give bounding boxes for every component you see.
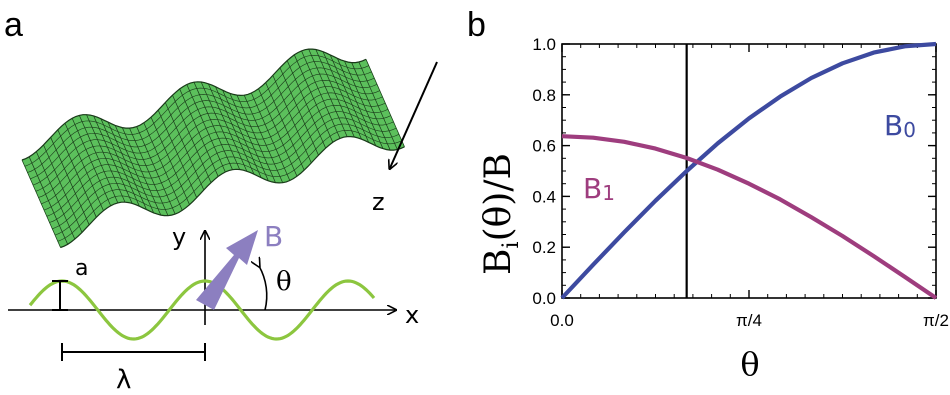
angle-label: θ — [276, 267, 292, 297]
surface-profile-line — [57, 129, 402, 242]
sine-wave — [28, 279, 376, 341]
y-axis-title: Bi(θ)/B — [478, 153, 524, 275]
plot-area: 0.0 0.2 0.4 0.6 0.8 1.0 0.0 π/4 π/2 — [532, 35, 949, 330]
corrugated-surface — [21, 48, 405, 249]
surface-profile-line — [21, 48, 367, 161]
y-tick-label: 0.6 — [532, 137, 556, 156]
angle-arc — [259, 266, 268, 311]
amplitude-label: a — [75, 256, 88, 281]
surface-profile-line — [49, 111, 394, 223]
panel-b: b Bi(θ)/B θ 0.00.20.40.60.81.00.0 π/4 π/2 … — [467, 6, 949, 383]
series-line-b1 — [561, 134, 938, 300]
wavelength-label: λ — [116, 365, 131, 395]
series-label-b0: B0 — [884, 109, 916, 142]
surface-profile-line — [41, 92, 386, 205]
panel-a: a z x y a λ B — [4, 6, 438, 395]
x-axis-title: θ — [740, 345, 759, 383]
surface-profile-line — [30, 67, 375, 180]
surface-profile-line — [46, 104, 391, 217]
z-axis-arrow — [390, 61, 438, 168]
surface-profile-line — [35, 79, 380, 192]
series-line-b0 — [560, 41, 937, 300]
y-tick-label: 0.8 — [532, 86, 556, 105]
z-axis-label: z — [372, 188, 385, 216]
y-tick-label: 0.4 — [532, 187, 556, 206]
y-tick-label: 0.2 — [532, 238, 556, 257]
surface-profile-line — [24, 54, 369, 167]
surface-profile-line — [54, 123, 400, 236]
y-tick-label: 1.0 — [532, 35, 556, 54]
field-label: B — [264, 220, 283, 253]
x-tick-label: 0.0 — [550, 311, 574, 330]
panel-a-letter: a — [4, 6, 23, 44]
panel-b-letter: b — [467, 6, 486, 44]
series-label-b1: B1 — [583, 172, 615, 205]
surface-profile-line — [38, 86, 383, 198]
surface-profile-line — [32, 73, 378, 186]
surface-profile-line — [52, 117, 397, 230]
y-tick-label: 0.0 — [532, 289, 556, 308]
field-arrow — [196, 230, 258, 310]
y-axis-label: y — [172, 223, 186, 251]
cross-section-schematic: x y a λ B θ — [8, 220, 419, 395]
surface-profile-line — [60, 136, 405, 249]
x-axis-label: x — [405, 301, 419, 329]
surface-grid-line — [21, 159, 61, 248]
x-tick-label: π/4 — [736, 311, 762, 330]
x-tick-label: π/2 — [923, 311, 949, 330]
surface-profile-line — [43, 98, 389, 211]
surface-profile-line — [27, 61, 372, 173]
